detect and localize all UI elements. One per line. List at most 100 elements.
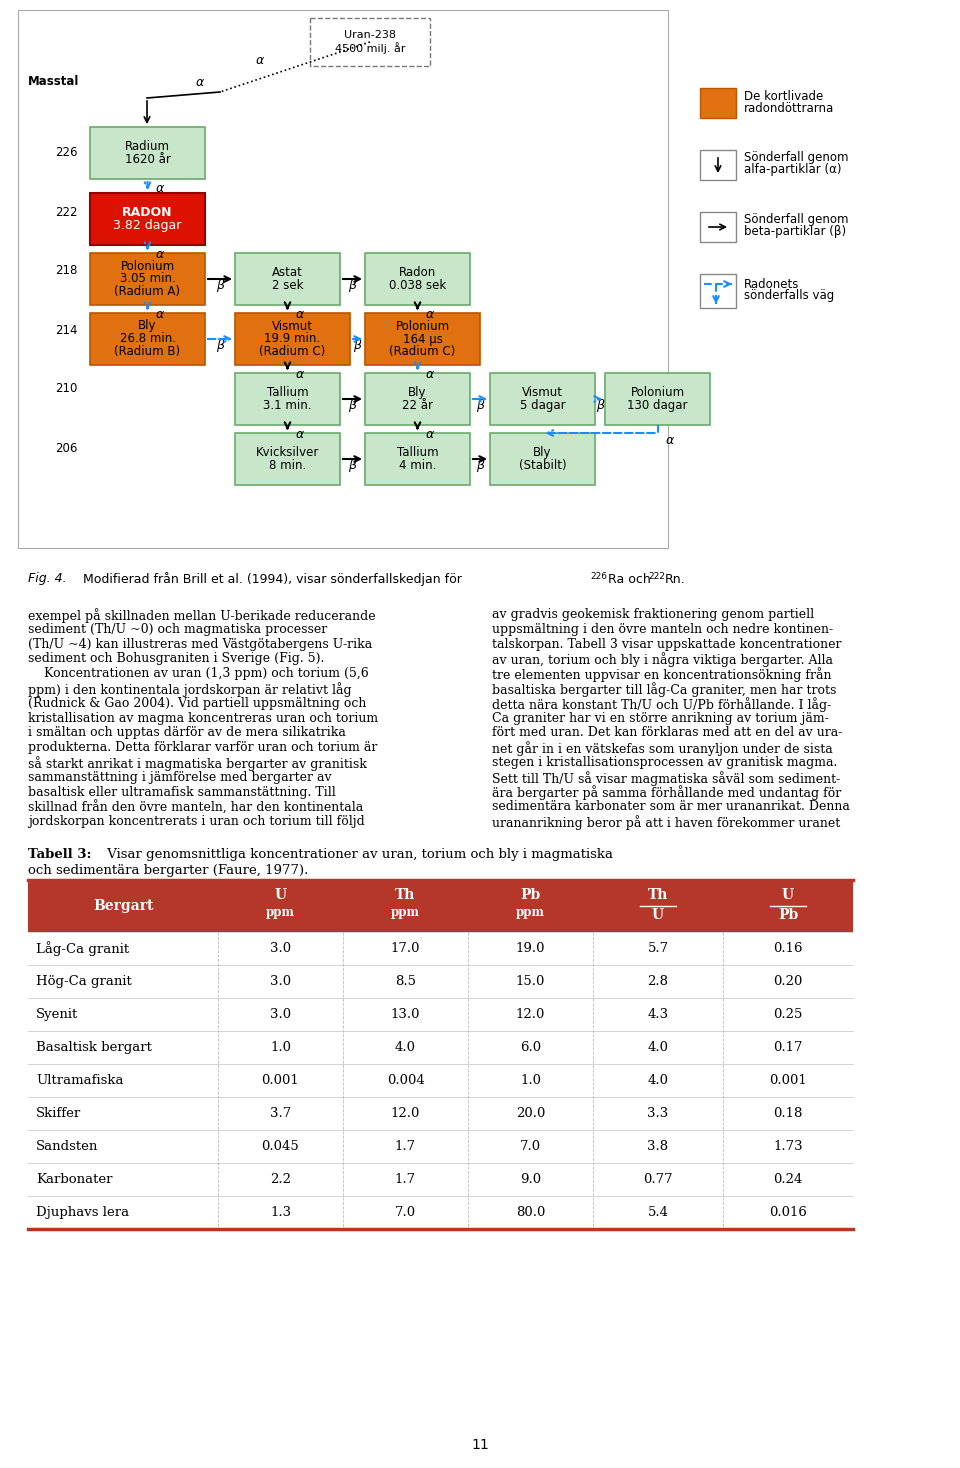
Text: 7.0: 7.0 (520, 1141, 541, 1152)
Text: 206: 206 (55, 442, 78, 455)
Text: Bly: Bly (533, 446, 552, 459)
Text: Bly: Bly (138, 320, 156, 332)
Bar (28, 1031, 853, 1064)
Text: skillnad från den övre manteln, har den kontinentala: skillnad från den övre manteln, har den … (28, 800, 363, 815)
Text: β: β (476, 459, 484, 473)
Text: 3.82 dagar: 3.82 dagar (113, 219, 181, 232)
Bar (28, 1097, 853, 1130)
Text: 3.05 min.: 3.05 min. (120, 273, 176, 285)
Text: 26.8 min.: 26.8 min. (119, 332, 176, 345)
Text: 1.0: 1.0 (520, 1075, 541, 1086)
Text: 22 år: 22 år (402, 399, 433, 413)
Bar (490, 433, 595, 484)
Text: 4.3: 4.3 (647, 1009, 668, 1022)
Text: α: α (425, 307, 434, 320)
Text: α: α (296, 367, 303, 380)
Text: 214: 214 (55, 323, 78, 336)
Bar (90, 192, 205, 245)
Bar (490, 373, 595, 426)
Text: β: β (348, 279, 356, 292)
Bar (90, 128, 205, 179)
Text: U: U (782, 888, 794, 901)
Text: 1.0: 1.0 (270, 1041, 291, 1054)
Text: β: β (348, 459, 356, 473)
Text: 3.8: 3.8 (647, 1141, 668, 1152)
Text: 7.0: 7.0 (395, 1207, 416, 1218)
Text: 0.17: 0.17 (773, 1041, 803, 1054)
Bar (28, 964, 853, 998)
Text: Låg-Ca granit: Låg-Ca granit (36, 941, 130, 956)
Text: β: β (216, 279, 224, 292)
Text: α: α (425, 367, 434, 380)
Bar (235, 252, 340, 305)
Text: 0.16: 0.16 (773, 942, 803, 956)
Text: (Stabilt): (Stabilt) (518, 459, 566, 473)
Text: 3.0: 3.0 (270, 942, 291, 956)
Text: α: α (156, 182, 164, 194)
Bar (365, 433, 470, 484)
Text: Ultramafiska: Ultramafiska (36, 1075, 124, 1086)
Text: RADON: RADON (122, 206, 173, 219)
Text: Masstal: Masstal (28, 75, 80, 88)
Text: fört med uran. Det kan förklaras med att en del av ura-: fört med uran. Det kan förklaras med att… (492, 727, 842, 740)
Bar (700, 275, 736, 308)
Text: Tallium: Tallium (267, 386, 308, 399)
Text: 0.18: 0.18 (774, 1107, 803, 1120)
Text: Vismut: Vismut (522, 386, 563, 399)
Text: Basaltisk bergart: Basaltisk bergart (36, 1041, 152, 1054)
Text: produkterna. Detta förklarar varför uran och torium är: produkterna. Detta förklarar varför uran… (28, 741, 377, 755)
Bar (700, 150, 736, 181)
Text: 15.0: 15.0 (516, 975, 545, 988)
Text: 19.0: 19.0 (516, 942, 545, 956)
Text: av uran, torium och bly i några viktiga bergarter. Alla: av uran, torium och bly i några viktiga … (492, 652, 833, 668)
Text: 0.25: 0.25 (774, 1009, 803, 1022)
Text: ppm: ppm (391, 906, 420, 919)
Text: beta-partiklar (β): beta-partiklar (β) (744, 226, 846, 238)
Text: Hög-Ca granit: Hög-Ca granit (36, 975, 132, 988)
Text: α: α (425, 427, 434, 440)
Text: Djuphavs lera: Djuphavs lera (36, 1207, 130, 1218)
Text: α: α (296, 307, 303, 320)
Text: α: α (196, 75, 204, 88)
Text: 1.7: 1.7 (395, 1173, 416, 1186)
Text: 0.045: 0.045 (262, 1141, 300, 1152)
Text: 1.7: 1.7 (395, 1141, 416, 1152)
Text: Th: Th (648, 888, 668, 901)
Text: radondöttrarna: radondöttrarna (744, 101, 834, 115)
Text: 0.001: 0.001 (262, 1075, 300, 1086)
Text: 6.0: 6.0 (520, 1041, 541, 1054)
Text: sedimentära karbonater som är mer urananrikat. Denna: sedimentära karbonater som är mer uranan… (492, 800, 850, 813)
Text: 4.0: 4.0 (647, 1041, 668, 1054)
Text: alfa-partiklar (α): alfa-partiklar (α) (744, 163, 842, 176)
Text: De kortlivade: De kortlivade (744, 90, 824, 103)
Text: Sönderfall genom: Sönderfall genom (744, 151, 849, 164)
Text: 218: 218 (55, 263, 78, 276)
Text: β: β (348, 399, 356, 413)
Text: Ra och: Ra och (608, 573, 655, 586)
Text: 222: 222 (648, 573, 665, 581)
Text: 19.9 min.: 19.9 min. (264, 332, 321, 345)
Text: Tabell 3:: Tabell 3: (28, 849, 91, 862)
Text: och sedimentära bergarter (Faure, 1977).: och sedimentära bergarter (Faure, 1977). (28, 865, 308, 876)
Text: ppm: ppm (516, 906, 545, 919)
Text: 5.7: 5.7 (647, 942, 668, 956)
Text: Syenit: Syenit (36, 1009, 79, 1022)
Text: Radium: Radium (125, 139, 170, 153)
Text: β: β (216, 339, 224, 352)
Text: 2.8: 2.8 (647, 975, 668, 988)
Text: α: α (156, 248, 164, 260)
Text: Uran-238: Uran-238 (344, 31, 396, 41)
Bar (90, 313, 205, 366)
Text: exempel på skillnaden mellan U-berikade reducerande: exempel på skillnaden mellan U-berikade … (28, 608, 375, 622)
Bar (365, 313, 480, 366)
Text: Sönderfall genom: Sönderfall genom (744, 213, 849, 226)
Text: 226: 226 (590, 573, 607, 581)
Bar (28, 879, 853, 932)
Text: 3.7: 3.7 (270, 1107, 291, 1120)
Text: 4.0: 4.0 (647, 1075, 668, 1086)
Bar (235, 313, 350, 366)
Text: av gradvis geokemisk fraktionering genom partiell: av gradvis geokemisk fraktionering genom… (492, 608, 814, 621)
Text: 0.24: 0.24 (774, 1173, 803, 1186)
Text: Fig. 4.: Fig. 4. (28, 573, 66, 586)
Bar (28, 1064, 853, 1097)
